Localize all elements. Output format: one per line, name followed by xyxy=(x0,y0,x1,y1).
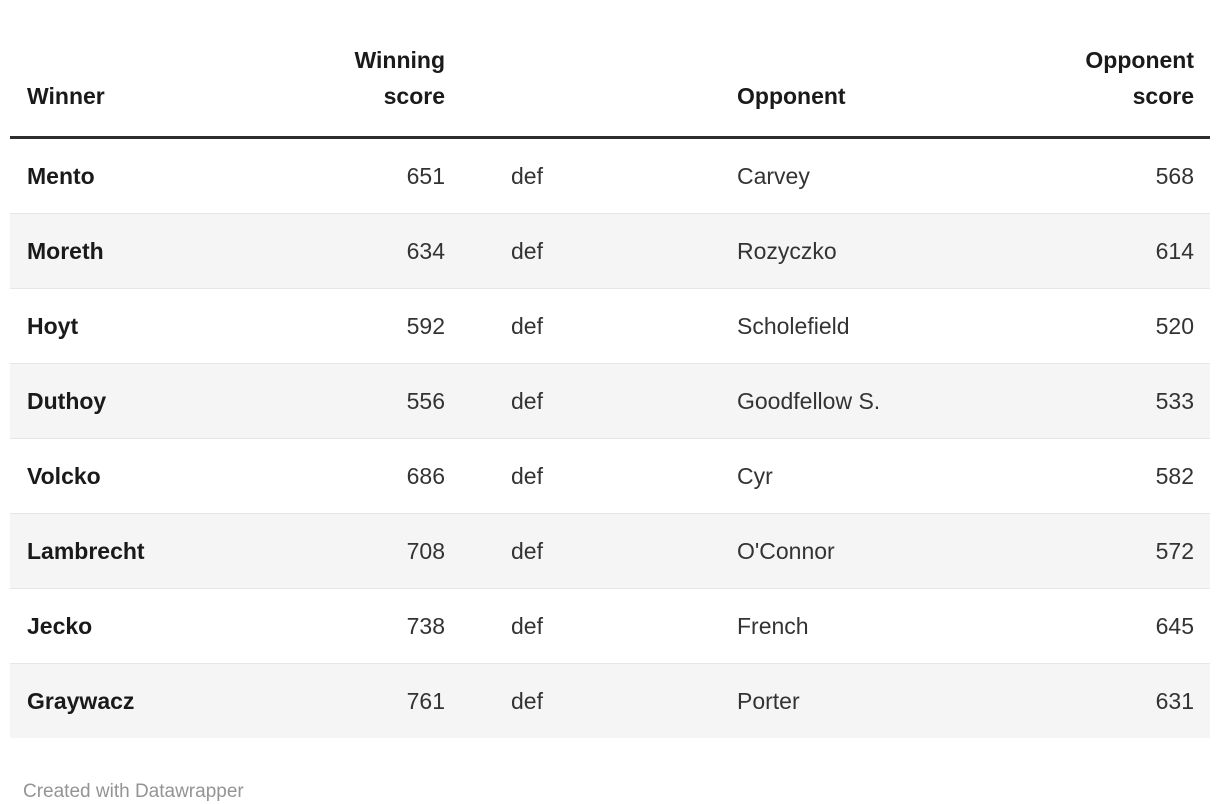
table-body: Mento 651 def Carvey 568 Moreth 634 def … xyxy=(10,137,1210,738)
cell-def: def xyxy=(446,288,686,364)
table-row: Moreth 634 def Rozyczko 614 xyxy=(10,213,1210,289)
cell-winner: Duthoy xyxy=(10,363,300,439)
cell-winning-score: 738 xyxy=(300,588,446,664)
cell-def: def xyxy=(446,588,686,664)
cell-opponent-score: 582 xyxy=(1036,438,1210,514)
cell-opponent-score: 645 xyxy=(1036,588,1210,664)
cell-winning-score: 592 xyxy=(300,288,446,364)
cell-winning-score: 556 xyxy=(300,363,446,439)
cell-opponent-score: 533 xyxy=(1036,363,1210,439)
cell-winning-score: 686 xyxy=(300,438,446,514)
table-row: Hoyt 592 def Scholefield 520 xyxy=(10,288,1210,364)
cell-def: def xyxy=(446,363,686,439)
column-header-winning-score: Winning score xyxy=(300,30,446,139)
cell-opponent: Porter xyxy=(737,688,800,714)
cell-winning-score: 651 xyxy=(300,137,446,214)
column-header-opponent-score: Opponent score xyxy=(1036,30,1210,139)
cell-winning-score: 634 xyxy=(300,213,446,289)
cell-winner: Jecko xyxy=(10,588,300,664)
cell-opponent-score: 614 xyxy=(1036,213,1210,289)
cell-opponent: Cyr xyxy=(686,438,1036,514)
cell-opponent: French xyxy=(686,588,1036,664)
cell-opponent: Goodfellow S. xyxy=(686,363,1036,439)
cell-def: def xyxy=(446,438,686,514)
table-row: Volcko 686 def Cyr 582 xyxy=(10,438,1210,514)
cell-winner: Hoyt xyxy=(10,288,300,364)
table-row: Lambrecht 708 def O'Connor 572 xyxy=(10,513,1210,589)
column-header-def-spacer xyxy=(446,30,686,139)
cell-opponent-score: 568 xyxy=(1036,137,1210,214)
cell-winner: Mento xyxy=(10,137,300,214)
column-header-opponent: Opponent xyxy=(686,30,1036,139)
cell-winning-score: 708 xyxy=(300,513,446,589)
cell-def: def xyxy=(511,688,543,714)
cell-opponent-score: 520 xyxy=(1036,288,1210,364)
cell-def: def xyxy=(446,137,686,214)
cell-opponent: Carvey xyxy=(686,137,1036,214)
column-header-winner: Winner xyxy=(10,30,300,139)
table-row: Duthoy 556 def Goodfellow S. 533 xyxy=(10,363,1210,439)
cell-opponent-score: 631 xyxy=(1155,688,1194,714)
cell-winner: Lambrecht xyxy=(10,513,300,589)
cell-def: def xyxy=(446,213,686,289)
attribution-footer: Created with Datawrapper xyxy=(23,780,1210,804)
cell-opponent: Rozyczko xyxy=(686,213,1036,289)
cell-winner: Volcko xyxy=(10,438,300,514)
results-table: Winner Winning score Opponent Opponent s… xyxy=(10,30,1210,738)
table-row: Jecko 738 def French 645 xyxy=(10,588,1210,664)
cell-opponent: Scholefield xyxy=(686,288,1036,364)
cell-def: def xyxy=(446,513,686,589)
cell-opponent: O'Connor xyxy=(686,513,1036,589)
table-row: Graywacz 761 def Porter 631 xyxy=(10,663,1210,738)
table-header-row: Winner Winning score Opponent Opponent s… xyxy=(10,30,1210,139)
cell-opponent-score: 572 xyxy=(1036,513,1210,589)
cell-winner: Graywacz xyxy=(27,688,135,714)
table-row: Mento 651 def Carvey 568 xyxy=(10,137,1210,214)
datawrapper-attribution-link[interactable]: Created with Datawrapper xyxy=(23,781,244,802)
cell-winning-score: 761 xyxy=(406,688,445,714)
cell-winner: Moreth xyxy=(10,213,300,289)
